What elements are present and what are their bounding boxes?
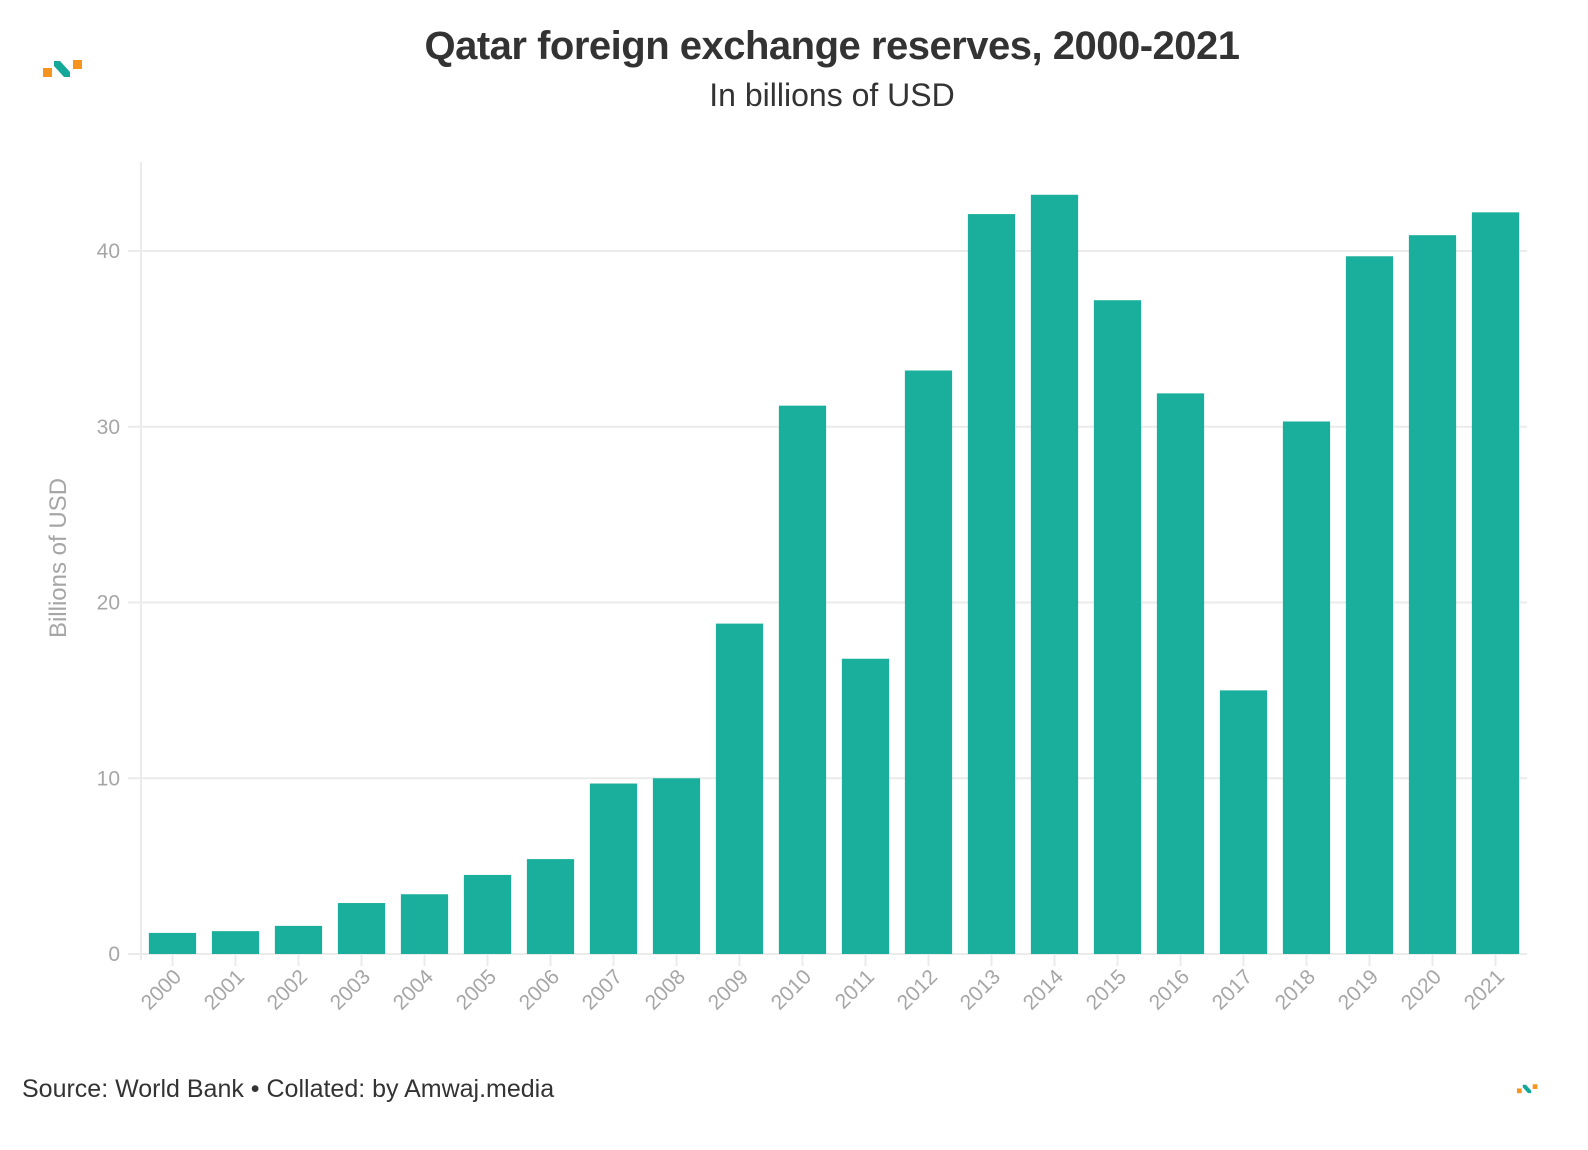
bar-2000[interactable] (148, 932, 197, 954)
x-tick-label: 2007 (578, 965, 627, 1014)
bar-2007[interactable] (589, 783, 638, 954)
y-tick-label: 40 (97, 240, 120, 263)
x-tick-label: 2012 (893, 965, 942, 1014)
bar-2021[interactable] (1471, 212, 1520, 954)
x-tick-label: 2018 (1271, 965, 1320, 1014)
bar-2002[interactable] (274, 925, 323, 954)
chart-title: Qatar foreign exchange reserves, 2000-20… (424, 24, 1240, 68)
x-tick-label: 2006 (515, 965, 564, 1014)
bar-2014[interactable] (1030, 194, 1079, 954)
bar-2005[interactable] (463, 874, 512, 954)
bar-2004[interactable] (400, 894, 449, 954)
bar-2001[interactable] (211, 931, 260, 954)
chart-subtitle: In billions of USD (709, 77, 955, 113)
x-tick-label: 2014 (1019, 965, 1069, 1015)
x-tick-label: 2010 (767, 965, 816, 1014)
x-tick-label: 2003 (326, 965, 375, 1014)
x-tick-label: 2015 (1082, 965, 1131, 1014)
bar-2019[interactable] (1345, 256, 1394, 955)
x-tick-labels: 2000 2001 2002 2003 2004 2005 2006 2007 2008 2009… (137, 954, 1509, 1015)
x-tick-label: 2013 (956, 965, 1005, 1014)
x-tick-label: 2004 (389, 965, 439, 1015)
x-tick-label: 2005 (452, 965, 501, 1014)
bar-2011[interactable] (841, 658, 890, 954)
y-tick-label: 10 (97, 767, 120, 790)
y-tick-label: 30 (97, 416, 120, 439)
bar-2009[interactable] (715, 623, 764, 954)
bar-2017[interactable] (1219, 690, 1268, 954)
x-tick-label: 2011 (831, 965, 879, 1013)
x-tick-label: 2009 (704, 965, 753, 1014)
bar-2003[interactable] (337, 903, 386, 954)
y-axis-title: Billions of USD (45, 478, 72, 638)
x-tick-label: 2008 (641, 965, 690, 1014)
x-tick-label: 2017 (1208, 965, 1257, 1014)
bars (148, 194, 1520, 955)
amwaj-logo-icon (43, 60, 85, 85)
bar-2016[interactable] (1156, 393, 1205, 954)
x-tick-label: 2019 (1334, 965, 1383, 1014)
bar-2010[interactable] (778, 405, 827, 954)
y-tick-label: 20 (97, 592, 120, 615)
x-tick-label: 2021 (1460, 965, 1509, 1014)
bar-2015[interactable] (1093, 300, 1142, 955)
y-tick-label: 0 (108, 943, 120, 966)
source-note: Source: World Bank • Collated: by Amwaj.… (22, 1075, 555, 1103)
bar-2018[interactable] (1282, 421, 1331, 954)
bar-2013[interactable] (967, 214, 1016, 954)
x-tick-label: 2000 (137, 965, 186, 1014)
y-tick-labels: 0 10 20 30 40 (97, 240, 120, 966)
bar-2006[interactable] (526, 859, 575, 954)
bar-2008[interactable] (652, 778, 701, 954)
x-tick-label: 2020 (1397, 965, 1446, 1014)
bar-2012[interactable] (904, 370, 953, 954)
x-tick-label: 2001 (200, 965, 249, 1014)
bar-2020[interactable] (1408, 235, 1457, 954)
x-tick-label: 2016 (1145, 965, 1194, 1014)
amwaj-logo-small-icon (1517, 1082, 1539, 1100)
x-tick-label: 2002 (263, 965, 312, 1014)
